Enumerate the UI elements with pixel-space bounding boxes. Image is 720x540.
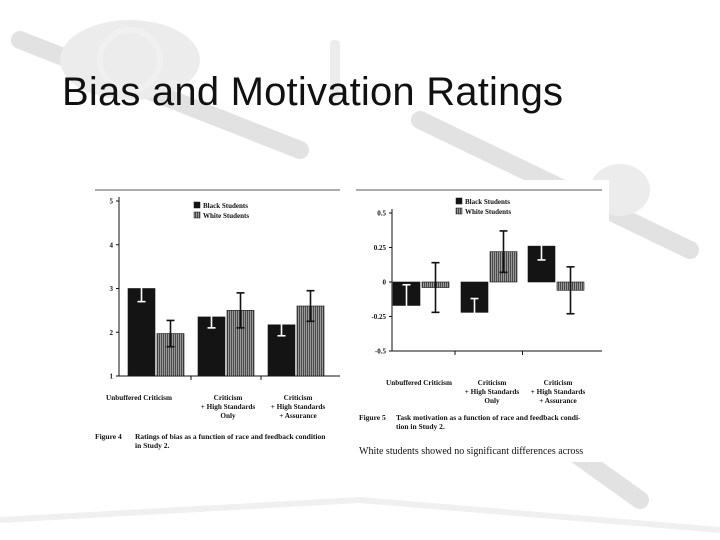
fig5-y-tick-label: -0.5 [375,348,387,356]
fig5-category-label: Only [484,397,500,405]
fig5-y-tick-label: 0.5 [377,210,386,218]
fig4-legend-label: White Students [203,212,249,220]
fig5-category-label: + High Standards [531,388,586,396]
fig5-category-label: Criticism [478,379,507,387]
fig5-legend-swatch-white [455,207,463,215]
fig4-category-label: Only [220,412,236,420]
figure-4-label: Figure 4 [95,432,122,441]
fig5-legend-label: White Students [465,208,511,216]
fig5-legend-swatch-black [455,197,463,205]
fig4-category-label: + High Standards [271,403,326,411]
fig4-category-label: Unbuffered Criticism [106,394,172,402]
fig5-category-label: + Assurance [539,397,576,405]
figure-4-caption-line1: Ratings of bias as a function of race an… [135,432,326,441]
task-motivation-chart: -0.5 -0.25 0 0.25 0.5 Black Students White Stu… [356,189,602,405]
fig5-y-tick-label: 0.25 [374,244,387,252]
slide-title: Bias and Motivation Ratings [62,70,564,114]
figure-5-trailing-text: White students showed no significant dif… [359,446,584,457]
fig5-category-label: + High Standards [465,388,520,396]
fig4-legend-swatch-white [193,211,201,219]
figure-4-caption-line2: in Study 2. [135,441,170,450]
fig4-y-tick-label: 5 [110,198,114,206]
fig4-category-label: + Assurance [279,412,316,420]
figure-5-caption-line1: Task motivation as a function of race an… [396,413,581,422]
fig5-y-tick-label: 0 [383,279,387,287]
fig5-y-tick-label: -0.25 [371,313,386,321]
figure-5-panel: -0.5 -0.25 0 0.25 0.5 Black Students White Stu… [356,180,609,462]
fig4-legend-swatch-black [193,201,201,209]
fig5-category-label: Criticism [544,379,573,387]
fig4-y-tick-label: 3 [110,285,114,293]
fig4-y-tick-label: 4 [110,241,114,249]
fig4-bar-black-students [127,288,156,377]
figure-5-caption-line2: tion in Study 2. [396,422,445,431]
fig4-y-tick-label: 2 [110,329,114,337]
fig4-y-tick-label: 1 [110,373,114,381]
fig5-category-label: Unbuffered Criticism [386,379,452,387]
fig5-legend-label: Black Students [465,198,510,206]
bias-ratings-chart: 1 2 3 4 5 Black Students White Students Unbuffe… [95,189,340,420]
fig4-category-label: + High Standards [201,403,256,411]
fig4-category-label: Criticism [284,394,313,402]
fig4-legend-label: Black Students [203,202,248,210]
figure-5-label: Figure 5 [359,413,386,422]
fig4-category-label: Criticism [214,394,243,402]
figure-4-panel: 1 2 3 4 5 Black Students White Students Unbuffe… [95,180,345,456]
